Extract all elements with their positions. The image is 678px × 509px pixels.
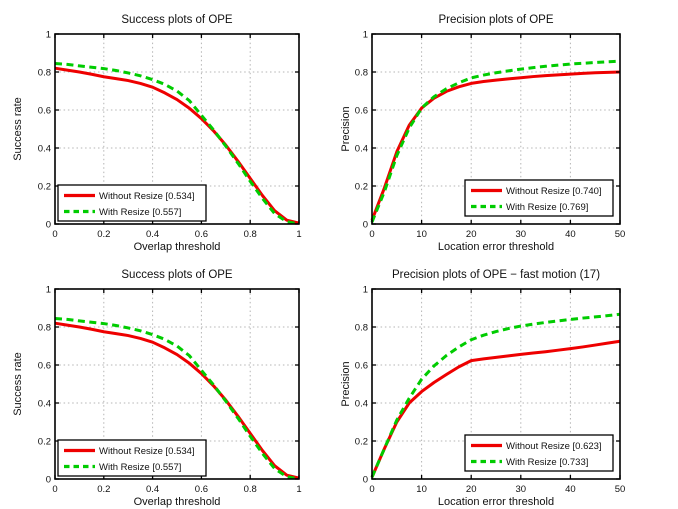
series-line-without-resize [370, 339, 621, 478]
series-line-with-resize [370, 312, 621, 478]
axis-box [54, 33, 300, 225]
plot-background [339, 0, 678, 255]
x-tick-label: 30 [516, 229, 527, 240]
x-tick-label: 20 [466, 484, 477, 495]
series-line-without-resize [54, 321, 300, 480]
y-tick-label: 0 [363, 475, 368, 486]
y-axis-label: Precision [340, 361, 352, 406]
chart-precision-plots-ope-top: 0 10 20 30 40 50 0 0.2 0.4 0.6 0.8 1 Precision plots… [339, 0, 678, 255]
x-tick-label: 0 [52, 229, 57, 240]
y-tick-label: 1 [363, 30, 368, 41]
x-tick-label: 1 [296, 229, 301, 240]
x-tick-label: 0.4 [146, 484, 159, 495]
y-tick-label: 1 [363, 285, 368, 296]
legend-entry-label: Without Resize [0.534] [99, 191, 195, 202]
axis-box [371, 288, 621, 480]
series-line-with-resize [54, 316, 300, 481]
x-tick-label: 50 [615, 229, 626, 240]
y-tick-label: 0 [46, 475, 51, 486]
x-tick-label: 0.4 [146, 229, 159, 240]
legend: Without Resize [0.623] With Resize [0.733… [464, 434, 614, 472]
x-tick-label: 10 [416, 229, 427, 240]
x-tick-label: 50 [615, 484, 626, 495]
x-tick-label: 0 [369, 484, 374, 495]
plot-title: Precision plots of OPE − fast motion (17… [392, 269, 600, 281]
axis-box [371, 33, 621, 225]
plot-title: Precision plots of OPE [438, 14, 553, 26]
x-tick-label: 0.6 [195, 229, 208, 240]
series-line-without-resize [370, 70, 621, 221]
axis-box [54, 288, 300, 480]
y-tick-label: 0.4 [355, 399, 368, 410]
y-tick-label: 0.6 [355, 361, 368, 372]
chart-precision-plots-ope-fast-motion: 0 10 20 30 40 50 0 0.2 0.4 0.6 0.8 1 Precision plots… [339, 255, 678, 509]
y-tick-label: 0.4 [38, 399, 51, 410]
legend: Without Resize [0.534] With Resize [0.557… [57, 439, 207, 477]
y-tick-label: 0 [46, 220, 51, 231]
chart-success-plots-ope-top: 0 0.2 0.4 0.6 0.8 1 0 0.2 0.4 0.6 0.8 1 Success plot… [0, 0, 339, 255]
plot-title: Success plots of OPE [121, 269, 233, 281]
chart-success-plots-ope-bottom: 0 0.2 0.4 0.6 0.8 1 0 0.2 0.4 0.6 0.8 1 Success plot… [0, 255, 339, 509]
legend-entry-label: With Resize [0.733] [506, 457, 588, 468]
plot-title: Success plots of OPE [121, 14, 233, 26]
y-tick-label: 0.8 [355, 68, 368, 79]
x-tick-label: 1 [296, 484, 301, 495]
y-tick-label: 0.6 [355, 106, 368, 117]
y-axis-label: Precision [340, 106, 352, 151]
y-axis-label: Success rate [12, 97, 24, 161]
x-tick-label: 0.2 [97, 229, 110, 240]
x-axis-label: Overlap threshold [134, 241, 221, 253]
y-tick-label: 0.4 [355, 144, 368, 155]
x-axis-label: Location error threshold [438, 496, 554, 508]
x-axis-label: Overlap threshold [134, 496, 221, 508]
legend-entry-label: With Resize [0.557] [99, 207, 181, 218]
y-tick-label: 0 [363, 220, 368, 231]
y-tick-label: 1 [46, 30, 51, 41]
series-line-with-resize [54, 61, 300, 226]
legend-box [57, 184, 207, 222]
plot-canvas-precision-ope-row1: 0 10 20 30 40 50 0 0.2 0.4 0.6 0.8 1 Precision plots… [339, 0, 678, 255]
legend-entry-label: With Resize [0.557] [99, 462, 181, 473]
x-tick-label: 40 [565, 484, 576, 495]
legend-entry-label: Without Resize [0.623] [506, 441, 602, 452]
y-tick-label: 0.4 [38, 144, 51, 155]
y-tick-label: 0.8 [38, 323, 51, 334]
y-tick-label: 1 [46, 285, 51, 296]
y-tick-label: 0.6 [38, 361, 51, 372]
plot-canvas-success-ope-row2: 0 0.2 0.4 0.6 0.8 1 0 0.2 0.4 0.6 0.8 1 Success plot… [0, 255, 339, 509]
legend-box [464, 434, 614, 472]
plot-canvas-success-ope-row1: 0 0.2 0.4 0.6 0.8 1 0 0.2 0.4 0.6 0.8 1 Success plot… [0, 0, 339, 255]
y-tick-label: 0.6 [38, 106, 51, 117]
x-tick-label: 0 [52, 484, 57, 495]
x-tick-label: 30 [516, 484, 527, 495]
legend: Without Resize [0.740] With Resize [0.769… [464, 179, 614, 217]
y-axis-label: Success rate [12, 352, 24, 416]
y-tick-label: 0.8 [355, 323, 368, 334]
y-tick-label: 0.2 [355, 437, 368, 448]
x-tick-label: 0.6 [195, 484, 208, 495]
legend-entry-label: With Resize [0.769] [506, 202, 588, 213]
y-tick-label: 0.8 [38, 68, 51, 79]
series-line-with-resize [370, 59, 621, 223]
x-tick-label: 0 [369, 229, 374, 240]
x-tick-label: 10 [416, 484, 427, 495]
legend: Without Resize [0.534] With Resize [0.557… [57, 184, 207, 222]
x-tick-label: 20 [466, 229, 477, 240]
x-tick-label: 0.2 [97, 484, 110, 495]
legend-entry-label: Without Resize [0.740] [506, 186, 602, 197]
x-tick-label: 0.8 [244, 484, 257, 495]
y-tick-label: 0.2 [38, 182, 51, 193]
x-tick-label: 40 [565, 229, 576, 240]
y-tick-label: 0.2 [38, 437, 51, 448]
y-tick-label: 0.2 [355, 182, 368, 193]
legend-entry-label: Without Resize [0.534] [99, 446, 195, 457]
series-line-without-resize [54, 66, 300, 225]
x-tick-label: 0.8 [244, 229, 257, 240]
legend-box [464, 179, 614, 217]
plot-canvas-precision-ope-fast-motion: 0 10 20 30 40 50 0 0.2 0.4 0.6 0.8 1 Precision plots… [339, 255, 678, 509]
legend-box [57, 439, 207, 477]
x-axis-label: Location error threshold [438, 241, 554, 253]
